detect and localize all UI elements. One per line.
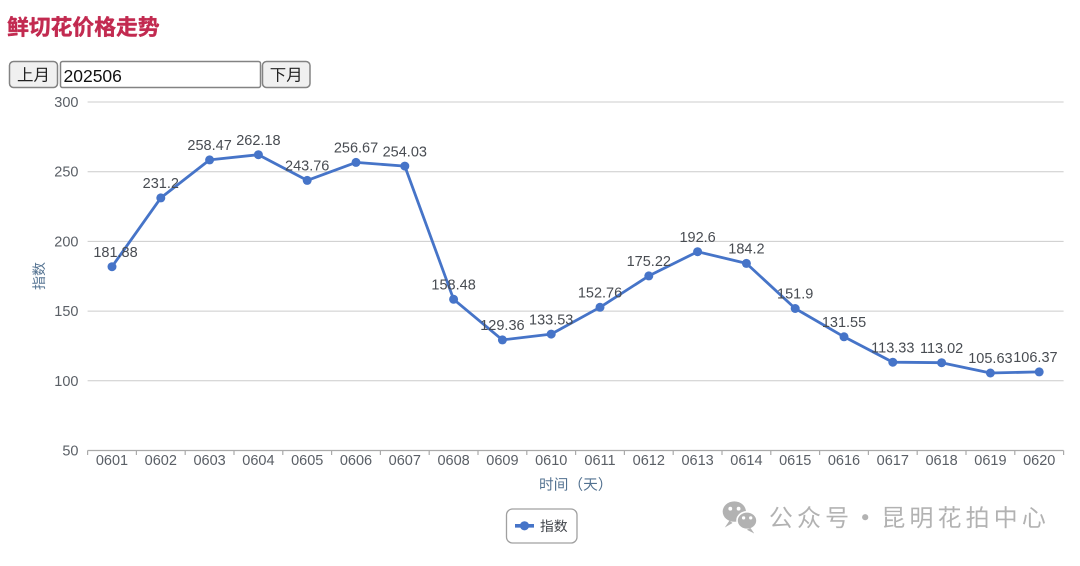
svg-text:0603: 0603	[193, 453, 225, 469]
svg-text:262.18: 262.18	[236, 133, 280, 149]
svg-text:0617: 0617	[877, 453, 909, 469]
svg-text:0615: 0615	[779, 453, 811, 469]
svg-text:0610: 0610	[535, 453, 567, 469]
svg-text:0611: 0611	[584, 453, 615, 469]
svg-text:250: 250	[54, 165, 78, 181]
svg-text:258.47: 258.47	[187, 138, 231, 154]
svg-text:0613: 0613	[681, 453, 713, 469]
svg-text:0601: 0601	[96, 453, 128, 469]
svg-text:192.6: 192.6	[679, 230, 715, 246]
svg-text:129.36: 129.36	[480, 318, 524, 334]
svg-text:175.22: 175.22	[627, 254, 671, 270]
svg-text:0604: 0604	[242, 453, 274, 469]
svg-text:0612: 0612	[633, 453, 665, 469]
svg-text:133.53: 133.53	[529, 312, 573, 328]
svg-text:105.63: 105.63	[968, 351, 1012, 367]
svg-text:202506: 202506	[64, 66, 122, 86]
svg-text:0605: 0605	[291, 453, 323, 469]
svg-text:100: 100	[54, 374, 78, 390]
svg-text:158.48: 158.48	[431, 278, 475, 294]
svg-text:113.02: 113.02	[920, 341, 963, 357]
svg-text:50: 50	[62, 444, 78, 460]
svg-text:152.76: 152.76	[578, 286, 622, 302]
svg-text:243.76: 243.76	[285, 159, 329, 175]
svg-text:0619: 0619	[974, 453, 1006, 469]
svg-text:181.88: 181.88	[93, 245, 137, 261]
svg-text:256.67: 256.67	[334, 141, 378, 157]
svg-text:150: 150	[54, 304, 78, 320]
svg-text:0609: 0609	[486, 453, 518, 469]
svg-text:106.37: 106.37	[1013, 350, 1057, 366]
svg-text:0608: 0608	[437, 453, 469, 469]
svg-text:254.03: 254.03	[383, 144, 427, 160]
svg-text:231.2: 231.2	[143, 176, 179, 192]
svg-text:0607: 0607	[389, 453, 421, 469]
svg-text:0606: 0606	[340, 453, 372, 469]
svg-text:200: 200	[54, 234, 78, 250]
svg-text:131.55: 131.55	[822, 315, 866, 331]
svg-text:300: 300	[54, 95, 78, 111]
svg-text:184.2: 184.2	[728, 242, 764, 258]
svg-text:0614: 0614	[730, 453, 762, 469]
svg-text:151.9: 151.9	[777, 287, 813, 303]
svg-text:0620: 0620	[1023, 453, 1055, 469]
svg-text:113.33: 113.33	[871, 340, 914, 356]
svg-text:0602: 0602	[145, 453, 177, 469]
svg-text:0618: 0618	[925, 453, 957, 469]
svg-text:0616: 0616	[828, 453, 860, 469]
